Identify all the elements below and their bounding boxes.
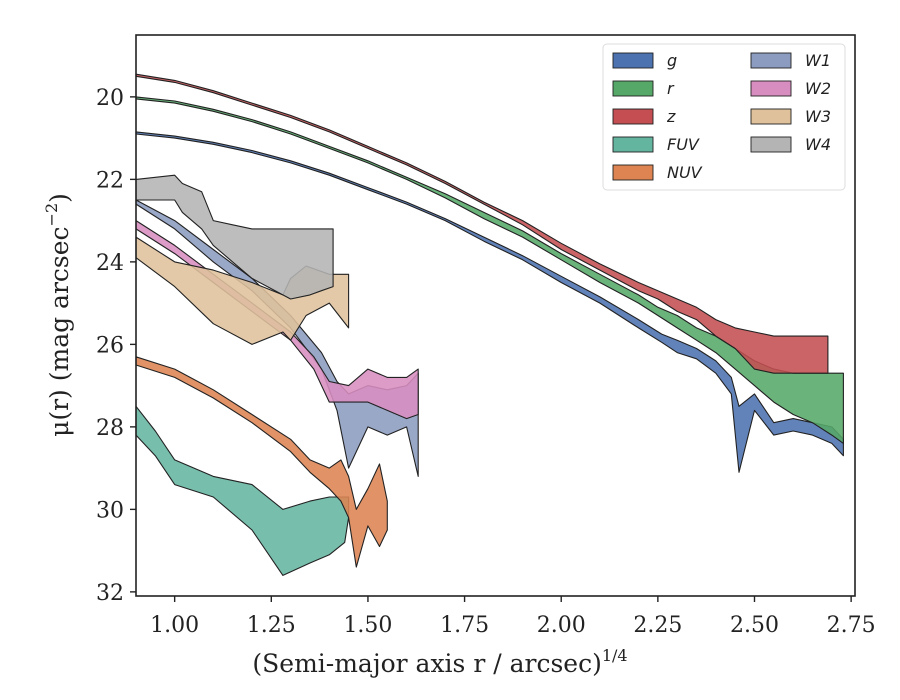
legend-frame	[602, 43, 846, 191]
legend: grz FUV NUV W1 W2 W3 W4	[602, 43, 846, 191]
legend-swatch-r	[612, 80, 654, 97]
y-tick-label: 22	[96, 168, 124, 193]
legend-label-r: r	[667, 79, 675, 98]
series-band-w4	[135, 174, 334, 300]
y-tick-label: 24	[96, 251, 124, 276]
x-tick-label: 1.50	[343, 613, 392, 638]
y-tick-label: 28	[96, 416, 124, 441]
legend-label-w1: W1	[805, 51, 831, 70]
plot-frame	[135, 34, 856, 597]
x-tick-label: 1.25	[247, 613, 296, 638]
y-axis-label-text: μ(r) (mag arcsec	[45, 226, 74, 436]
series-band-g	[135, 131, 844, 473]
x-tick-label: 2.00	[537, 613, 586, 638]
x-axis-label: (Semi-major axis r / arcsec)1/4	[252, 646, 627, 678]
x-tick-label: 2.25	[633, 613, 682, 638]
y-tick-label: 26	[96, 333, 124, 358]
legend-swatch-nuv	[612, 164, 654, 181]
y-tick-label: 32	[96, 581, 124, 606]
legend-swatch-w2	[750, 80, 792, 97]
series-band-z	[135, 73, 829, 374]
x-tick-label: 1.75	[440, 613, 489, 638]
series-band-nuv	[135, 356, 388, 568]
legend-swatch-w1	[750, 52, 792, 69]
y-axis: 20 22 24 26 28 30 32	[96, 86, 136, 606]
legend-swatch-w3	[750, 108, 792, 125]
x-axis-label-exponent: 1/4	[602, 646, 628, 665]
y-tick-label: 30	[96, 498, 124, 523]
legend-label-w4: W4	[805, 135, 831, 154]
x-tick-label: 2.75	[827, 613, 876, 638]
series-areas	[135, 73, 844, 576]
y-axis-label-exponent: −2	[42, 203, 61, 227]
legend-label-w3: W3	[805, 107, 831, 126]
legend-label-w2: W2	[805, 79, 831, 98]
x-tick-label: 1.00	[150, 613, 199, 638]
y-axis-label: μ(r) (mag arcsec−2)	[42, 193, 74, 437]
legend-swatch-z	[612, 108, 654, 125]
legend-label-z: z	[666, 107, 676, 126]
x-tick-label: 2.50	[730, 613, 779, 638]
legend-swatch-g	[612, 52, 654, 69]
legend-label-nuv: NUV	[667, 163, 703, 182]
legend-swatch-fuv	[612, 136, 654, 153]
y-axis-label-tail: )	[45, 193, 74, 203]
x-axis: 1.00 1.25 1.50 1.75 2.00 2.25 2.50 2.75	[150, 596, 876, 638]
series-band-r	[135, 96, 844, 444]
series-band-w3	[135, 236, 350, 345]
legend-label-fuv: FUV	[667, 135, 700, 154]
x-axis-label-text: (Semi-major axis r / arcsec)	[252, 649, 601, 678]
y-tick-label: 20	[96, 86, 124, 111]
legend-label-g: g	[667, 51, 677, 70]
legend-swatch-w4	[750, 136, 792, 153]
